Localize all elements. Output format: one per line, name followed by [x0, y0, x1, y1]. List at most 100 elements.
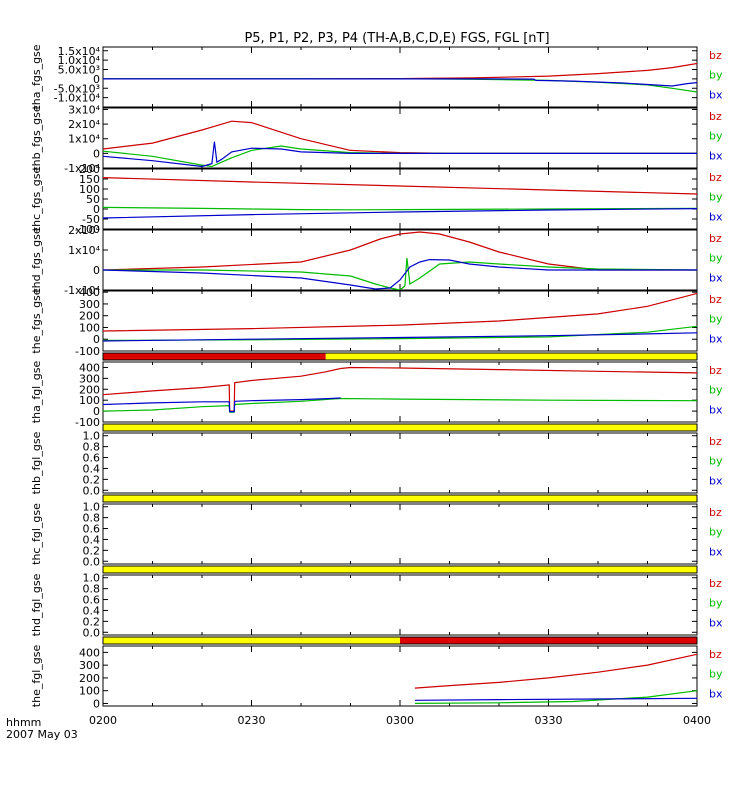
y-tick-label: 300	[79, 372, 100, 385]
status-bar-frame	[102, 565, 698, 574]
y-tick-label: 0	[93, 264, 100, 277]
y-tick-label: 1.0	[83, 572, 101, 585]
series-line-by	[103, 78, 697, 93]
y-tick-label: 100	[79, 394, 100, 407]
series-line-bz	[103, 177, 697, 195]
legend-label-by: by	[709, 597, 723, 610]
y-tick-label: -5.0x10³	[54, 82, 100, 95]
series-line-bz	[103, 231, 697, 271]
status-bar-segment	[103, 353, 326, 360]
status-bar-frame	[102, 423, 698, 432]
time-tick-label: 0200	[89, 714, 117, 727]
y-axis-label: tha_fgl_gse	[30, 361, 43, 424]
legend-label-bx: bx	[709, 210, 723, 223]
series-group	[103, 231, 697, 290]
y-tick-label: 400	[79, 286, 100, 299]
series-group	[103, 292, 697, 342]
y-tick-label: -1x10⁴	[64, 284, 100, 297]
y-tick-label: 1.0	[83, 430, 101, 443]
legend-label-by: by	[709, 69, 723, 82]
legend-label-bx: bx	[709, 474, 723, 487]
series-line-bz	[103, 292, 697, 332]
y-tick-label: -100	[75, 345, 100, 358]
y-tick-label: 0.4	[83, 462, 101, 475]
panel-frame	[102, 432, 698, 494]
y-axis-label: thc_fgl_gse	[30, 503, 43, 565]
panel-4: 2x10⁴ 1x10⁴ 0 -1x10⁴ thd_fgs_gse bz by bx	[30, 224, 723, 297]
status-bar-segment	[103, 637, 400, 644]
legend-label-bz: bz	[709, 577, 722, 590]
status-bar-segment	[103, 424, 697, 431]
series-line-by	[103, 397, 697, 413]
panel-frame	[102, 574, 698, 636]
legend-label-bz: bz	[709, 171, 722, 184]
y-tick-label: 50	[86, 193, 100, 206]
legend-label-bx: bx	[709, 271, 723, 284]
legend-label-by: by	[709, 313, 723, 326]
status-bar-frame	[102, 352, 698, 361]
y-axis-label: thc_fgs_gse	[30, 167, 43, 232]
panel-frame	[102, 168, 698, 230]
legend-label-by: by	[709, 526, 723, 539]
legend-label-by: by	[709, 384, 723, 397]
y-tick-label: 0	[93, 73, 100, 86]
y-tick-label: 0.2	[83, 473, 101, 486]
legend-label-by: by	[709, 252, 723, 265]
panel-frame	[102, 229, 698, 291]
status-bar-segment	[400, 637, 697, 644]
time-axis-corner-label-date: 2007 May 03	[6, 728, 78, 741]
panel-9: 1.00.80.60.40.20.0 thd_fgl_gse bz by bx	[30, 565, 723, 639]
time-axis-corner-label-hhmm: hhmm	[6, 716, 41, 729]
legend-label-bz: bz	[709, 49, 722, 62]
y-tick-label: 400	[79, 361, 100, 374]
legend-label-bx: bx	[709, 149, 723, 162]
y-axis-label: thb_fgs_gse	[30, 105, 43, 171]
series-line-by	[103, 257, 697, 290]
legend-label-by: by	[709, 668, 723, 681]
legend-label-bz: bz	[709, 648, 722, 661]
y-tick-label: 0.4	[83, 604, 101, 617]
time-tick-label: 0300	[386, 714, 414, 727]
y-tick-label: 1.5x10⁴	[58, 45, 101, 58]
legend-label-bx: bx	[709, 88, 723, 101]
status-bar-segment	[103, 566, 697, 573]
y-tick-label: 0.0	[83, 555, 101, 568]
y-tick-label: 3x10⁴	[68, 103, 101, 116]
series-line-bz	[103, 366, 697, 412]
series-line-bz	[414, 653, 697, 689]
y-tick-label: 0.8	[83, 441, 101, 454]
y-tick-label: 200	[79, 383, 100, 396]
y-tick-label: 150	[79, 173, 100, 186]
y-tick-label: 0	[93, 405, 100, 418]
y-axis-label: thd_fgl_gse	[30, 573, 43, 636]
time-tick-label: 0400	[683, 714, 711, 727]
series-group	[414, 653, 697, 705]
series-line-bx	[103, 258, 697, 290]
series-group	[103, 366, 697, 413]
y-tick-label: 0.0	[83, 484, 101, 497]
series-line-by	[103, 325, 697, 341]
y-tick-label: 0.8	[83, 512, 101, 525]
y-tick-label: 0.2	[83, 615, 101, 628]
legend-label-bx: bx	[709, 332, 723, 345]
y-tick-label: 0.8	[83, 583, 101, 596]
series-line-bz	[103, 120, 697, 154]
y-tick-label: -100	[75, 223, 100, 236]
series-line-by	[103, 206, 697, 211]
y-tick-label: 0.4	[83, 533, 101, 546]
y-tick-label: 0.6	[83, 523, 101, 536]
y-tick-label: 1.0x10⁴	[58, 54, 101, 67]
series-group	[103, 62, 697, 93]
legend-label-bx: bx	[709, 687, 723, 700]
y-tick-label: 0	[93, 333, 100, 346]
y-tick-label: 300	[79, 659, 100, 672]
y-axis-label: the_fgs_gse	[30, 288, 43, 353]
y-tick-label: 1x10⁴	[68, 244, 101, 257]
status-bar-frame	[102, 636, 698, 645]
